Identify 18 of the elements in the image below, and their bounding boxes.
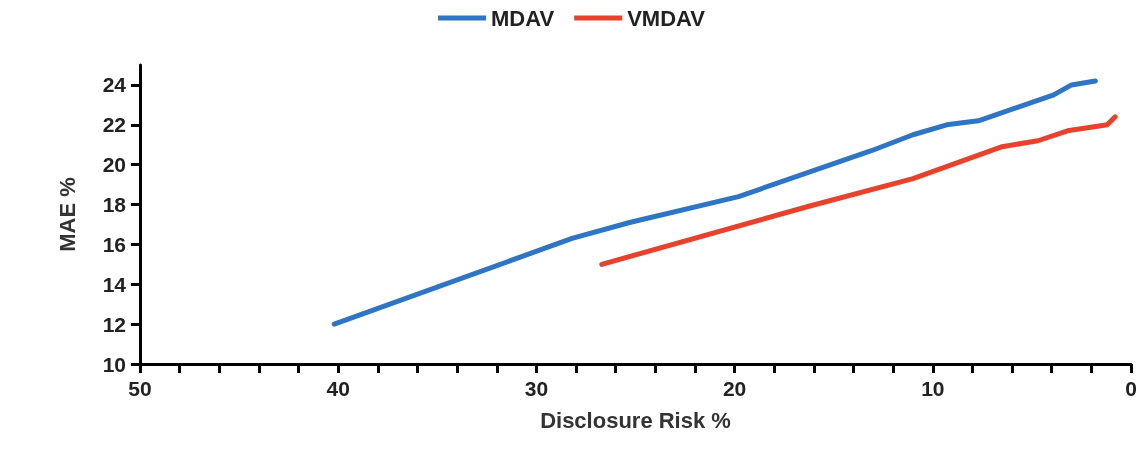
x-tick-label: 30 — [524, 377, 549, 400]
y-tick-label: 24 — [102, 73, 127, 97]
y-tick-label: 20 — [102, 153, 126, 177]
x-tick-label: 50 — [128, 377, 152, 400]
x-tick-label: 0 — [1125, 377, 1137, 400]
x-axis-title: Disclosure Risk % — [540, 407, 731, 433]
y-tick-label: 10 — [102, 352, 126, 376]
x-tick-label: 20 — [722, 377, 747, 400]
legend-label: VMDAV — [627, 5, 706, 31]
y-tick-label: 18 — [102, 193, 127, 217]
y-tick-label: 22 — [102, 113, 126, 137]
y-axis-title: MAE % — [54, 177, 80, 252]
y-tick-label: 16 — [102, 232, 126, 256]
x-tick-label: 10 — [921, 377, 945, 400]
x-tick-label: 40 — [326, 377, 350, 400]
y-tick-label: 14 — [102, 272, 127, 296]
y-tick-label: 12 — [102, 312, 126, 336]
legend-label: MDAV — [491, 5, 555, 31]
